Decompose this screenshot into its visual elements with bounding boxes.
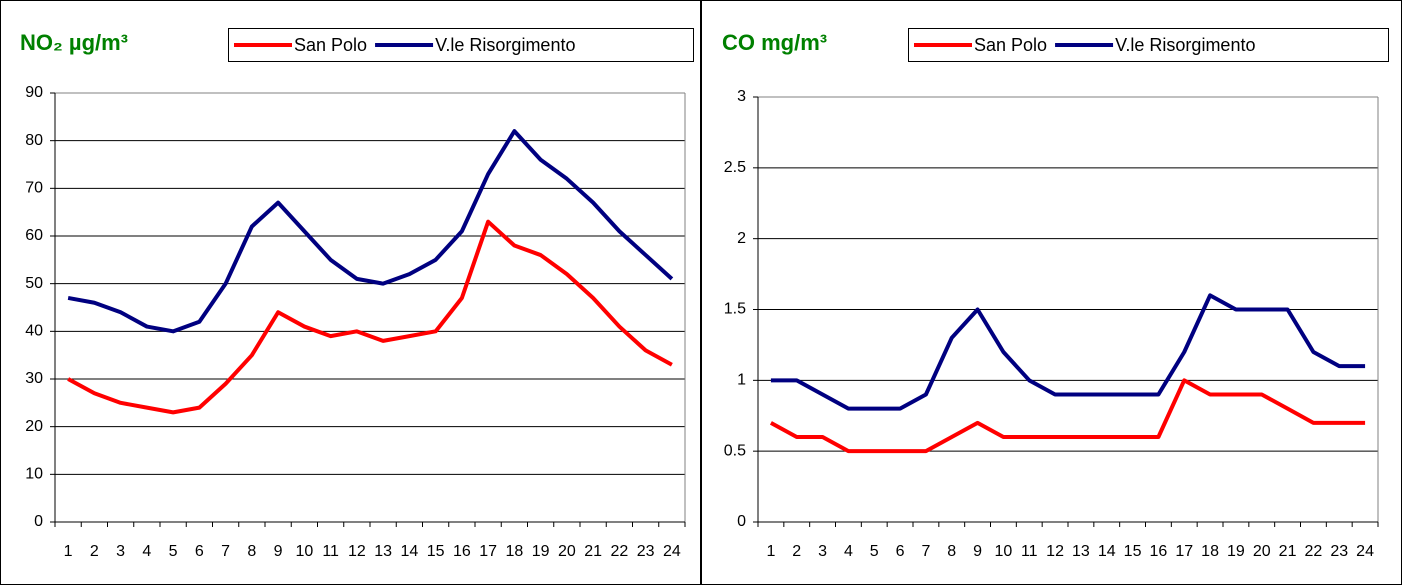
y-tick-label: 30 [25,370,43,387]
series-line [67,219,673,415]
x-tick-label: 19 [532,543,550,560]
x-tick-label: 21 [1279,543,1297,560]
y-tick-label: 2 [737,230,746,247]
x-tick-label: 24 [1356,543,1374,560]
x-tick-label: 2 [792,543,801,560]
x-tick-label: 14 [1098,543,1116,560]
x-tick-label: 15 [427,543,445,560]
legend-label: V.le Risorgimento [435,35,575,55]
series-line [770,293,1366,411]
y-tick-label: 0 [34,513,43,530]
x-tick-label: 20 [1253,543,1271,560]
x-tick-label: 16 [1150,543,1168,560]
legend-label: V.le Risorgimento [1115,35,1255,55]
y-tick-label: 3 [737,88,746,105]
chart-title: NO₂ µg/m³ [20,30,128,55]
x-tick-label: 13 [1072,543,1090,560]
x-tick-label: 9 [274,543,283,560]
legend-box [228,28,694,62]
x-tick-label: 3 [116,543,125,560]
x-tick-label: 12 [348,543,366,560]
x-tick-label: 23 [1330,543,1348,560]
x-tick-label: 7 [221,543,230,560]
x-tick-label: 18 [505,543,523,560]
x-tick-label: 3 [818,543,827,560]
legend-box [908,28,1389,62]
panel-border [0,0,701,585]
y-tick-label: 50 [25,275,43,292]
legend-label: San Polo [294,35,367,55]
y-tick-label: 70 [25,180,43,197]
x-tick-label: 24 [663,543,681,560]
x-tick-label: 10 [995,543,1013,560]
x-tick-label: 6 [896,543,905,560]
y-tick-label: 20 [25,418,43,435]
x-tick-label: 15 [1124,543,1142,560]
x-tick-label: 2 [90,543,99,560]
x-tick-label: 23 [637,543,655,560]
x-tick-label: 5 [870,543,879,560]
y-tick-label: 90 [25,84,43,101]
x-tick-label: 10 [295,543,313,560]
x-tick-label: 8 [947,543,956,560]
panel-border [701,0,1402,585]
x-tick-label: 1 [766,543,775,560]
y-tick-label: 40 [25,323,43,340]
y-tick-label: 0 [737,513,746,530]
x-tick-label: 11 [1021,543,1038,560]
x-tick-label: 19 [1227,543,1245,560]
x-tick-label: 17 [479,543,497,560]
x-tick-label: 18 [1201,543,1219,560]
y-tick-label: 60 [25,227,43,244]
chart-title: CO mg/m³ [722,30,827,55]
y-tick-label: 0.5 [724,442,746,459]
x-tick-label: 9 [973,543,982,560]
x-tick-label: 6 [195,543,204,560]
x-tick-label: 22 [610,543,628,560]
x-tick-label: 12 [1046,543,1064,560]
x-tick-label: 17 [1175,543,1193,560]
x-tick-label: 5 [169,543,178,560]
legend-label: San Polo [974,35,1047,55]
y-tick-label: 80 [25,132,43,149]
x-tick-label: 4 [142,543,151,560]
x-tick-label: 1 [64,543,73,560]
series-line [67,129,674,334]
x-tick-label: 11 [322,543,339,560]
x-tick-label: 8 [247,543,256,560]
y-tick-label: 10 [25,466,43,483]
x-tick-label: 14 [400,543,418,560]
series-line [769,378,1366,454]
y-tick-label: 1 [737,372,746,389]
x-tick-label: 13 [374,543,392,560]
x-tick-label: 20 [558,543,576,560]
x-tick-label: 22 [1305,543,1323,560]
x-tick-label: 21 [584,543,602,560]
y-tick-label: 2.5 [724,159,746,176]
y-tick-label: 1.5 [724,301,746,318]
x-tick-label: 7 [921,543,930,560]
x-tick-label: 16 [453,543,471,560]
x-tick-label: 4 [844,543,853,560]
